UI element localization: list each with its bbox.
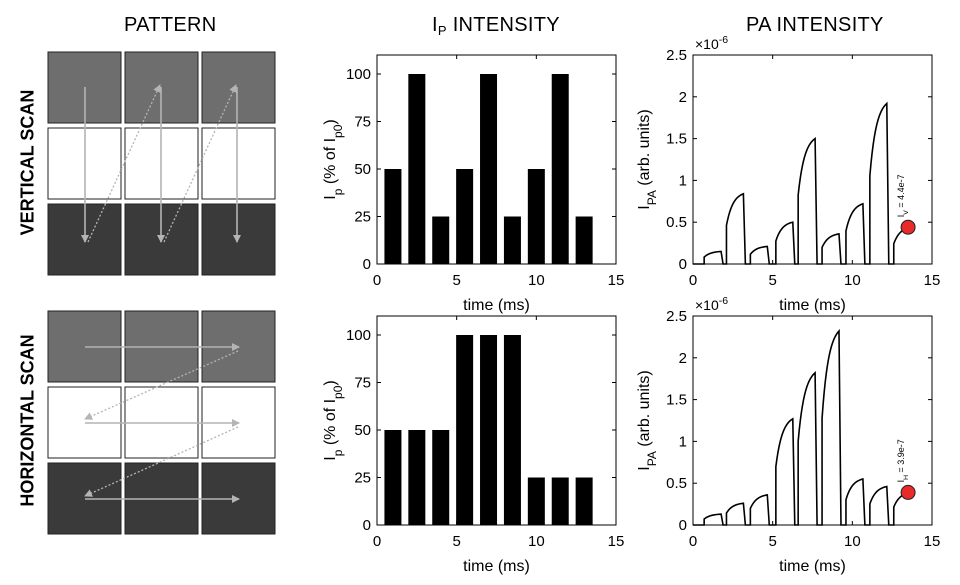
ip-horizontal-bar — [575, 477, 593, 525]
pa-horizontal-ytick-label: 2.5 — [666, 308, 687, 325]
ip-intensity-header: IP INTENSITY — [432, 14, 560, 38]
pa-horizontal-ytick-label: 0 — [679, 517, 687, 534]
pa-horizontal-exponent: ×10-6 — [695, 295, 728, 313]
pa-vertical-axes-frame — [692, 54, 933, 265]
pa-vertical-xlabel: time (ms) — [779, 297, 846, 314]
ip-vertical-bar — [527, 169, 545, 264]
ip-vertical-xtick-label: 10 — [528, 272, 545, 289]
ip-header-rest: INTENSITY — [446, 14, 560, 36]
pa-horizontal-ylabel: IPA (arb. units) — [636, 370, 659, 471]
pa-vertical-xtick-label: 5 — [768, 272, 776, 289]
pa-horizontal-xtick-label: 10 — [844, 533, 861, 550]
pa-vertical-ytick-label: 0.5 — [666, 214, 687, 231]
ip-horizontal-ytick-label: 75 — [354, 375, 371, 392]
ip-vertical-bar — [384, 169, 402, 264]
ip-vertical-xtick-label: 0 — [373, 272, 381, 289]
ip-vertical-xtick-label: 15 — [608, 272, 625, 289]
ip-vertical-bar — [408, 74, 426, 264]
vertical-return-arrow — [87, 84, 161, 243]
pa-vertical-xtick-label: 0 — [689, 272, 697, 289]
pa-vertical-exponent: ×10-6 — [695, 34, 728, 52]
ip-header-main: I — [432, 14, 438, 36]
pa-horizontal-marker-annotation: IH = 3.9e-7 — [896, 439, 910, 482]
pa-vertical-chart: 0 5 10 15 0 0.5 1 1.5 2 2.5 time (ms) IV = 4.4e-7 ×1… — [636, 34, 940, 314]
ip-horizontal-bar — [551, 477, 569, 525]
pa-header-text: PA INTENSITY — [746, 14, 884, 36]
ip-horizontal-bar — [408, 430, 426, 525]
scan-patterns — [47, 51, 276, 535]
pa-vertical-ytick-label: 1 — [679, 172, 687, 189]
pa-horizontal-xtick-label: 5 — [768, 533, 776, 550]
vertical-scan-grid — [47, 51, 276, 276]
ip-vertical-ylabel: Ip (% of Ip0) — [322, 119, 345, 200]
ip-horizontal-bar — [527, 477, 545, 525]
pa-horizontal-pa-line — [693, 328, 911, 526]
ip-vertical-xtick-label: 5 — [452, 272, 460, 289]
ip-horizontal-bar — [503, 335, 521, 525]
ip-horizontal-ytick-label: 50 — [354, 422, 371, 439]
ip-vertical-bar — [575, 216, 593, 264]
ip-horizontal-ytick-label: 25 — [354, 470, 371, 487]
pattern-header: PATTERN — [124, 14, 216, 37]
ip-vertical-bar — [503, 216, 521, 264]
pa-horizontal-xtick-label: 0 — [689, 533, 697, 550]
ip-horizontal-xlabel: time (ms) — [463, 558, 530, 575]
pa-vertical-ytick-label: 2.5 — [666, 47, 687, 64]
pa-horizontal-ytick-label: 1 — [679, 433, 687, 450]
pa-vertical-marker-dot — [900, 219, 916, 235]
ip-horizontal-ytick-label: 0 — [363, 517, 371, 534]
vertical-return-arrow — [163, 84, 237, 243]
pa-horizontal-chart: 0 5 10 15 0 0.5 1 1.5 2 2.5 time (ms) IH = 3.9e-7 ×1… — [636, 295, 940, 575]
pa-vertical-xtick-label: 10 — [844, 272, 861, 289]
pa-vertical-marker-annotation: IV = 4.4e-7 — [896, 174, 910, 217]
pa-horizontal-xlabel: time (ms) — [779, 558, 846, 575]
ip-header-sub: P — [437, 23, 447, 38]
ip-horizontal-ylabel: Ip (% of Ip0) — [322, 380, 345, 461]
ip-horizontal-bar — [432, 430, 450, 525]
pa-vertical-ytick-label: 0 — [679, 256, 687, 273]
ip-vertical-bar — [551, 74, 569, 264]
ip-vertical-ytick-label: 100 — [346, 66, 371, 83]
ip-horizontal-xtick-label: 10 — [528, 533, 545, 550]
ip-vertical-bar — [480, 74, 498, 264]
pa-horizontal-xtick-label: 15 — [924, 533, 941, 550]
ip-horizontal-bar — [480, 335, 498, 525]
pa-vertical-ytick-label: 2 — [679, 89, 687, 106]
ip-horizontal-bar — [456, 335, 474, 525]
pa-horizontal-ytick-label: 1.5 — [666, 392, 687, 409]
ip-vertical-ytick-label: 75 — [354, 114, 371, 131]
vertical-cell-r2-c3 — [201, 127, 276, 200]
pattern-header-text: PATTERN — [124, 14, 217, 36]
vertical-cell-r1-c3 — [201, 51, 276, 124]
pa-vertical-pa-line — [693, 101, 911, 265]
ip-horizontal-ytick-label: 100 — [346, 327, 371, 344]
ip-horizontal-xtick-label: 0 — [373, 533, 381, 550]
pa-horizontal-marker-dot — [900, 484, 916, 500]
ip-horizontal-xtick-label: 5 — [452, 533, 460, 550]
pa-horizontal-ytick-label: 2 — [679, 350, 687, 367]
ip-horizontal-bar — [384, 430, 402, 525]
pa-horizontal-axes-frame — [692, 315, 933, 526]
pa-vertical-xtick-label: 15 — [924, 272, 941, 289]
ip-vertical-bar — [432, 216, 450, 264]
pa-intensity-header: PA INTENSITY — [746, 14, 884, 37]
ip-horizontal-xtick-label: 15 — [608, 533, 625, 550]
ip-vertical-xlabel: time (ms) — [463, 297, 530, 314]
horizontal-scan-grid — [47, 310, 276, 535]
ip-vertical-ytick-label: 25 — [354, 209, 371, 226]
ip-vertical-bar — [456, 169, 474, 264]
ip-vertical-ytick-label: 0 — [363, 256, 371, 273]
pa-vertical-ylabel: IPA (arb. units) — [636, 109, 659, 210]
pa-horizontal-ytick-label: 0.5 — [666, 475, 687, 492]
ip-horizontal-chart: 0 5 10 15 0 25 50 75 100 time (ms) Ip (% of Ip0) — [322, 315, 625, 575]
pa-vertical-ytick-label: 1.5 — [666, 131, 687, 148]
ip-vertical-chart: 0 5 10 15 0 25 50 75 100 time (ms) Ip (% of Ip0) — [322, 54, 625, 314]
ip-vertical-ytick-label: 50 — [354, 161, 371, 178]
